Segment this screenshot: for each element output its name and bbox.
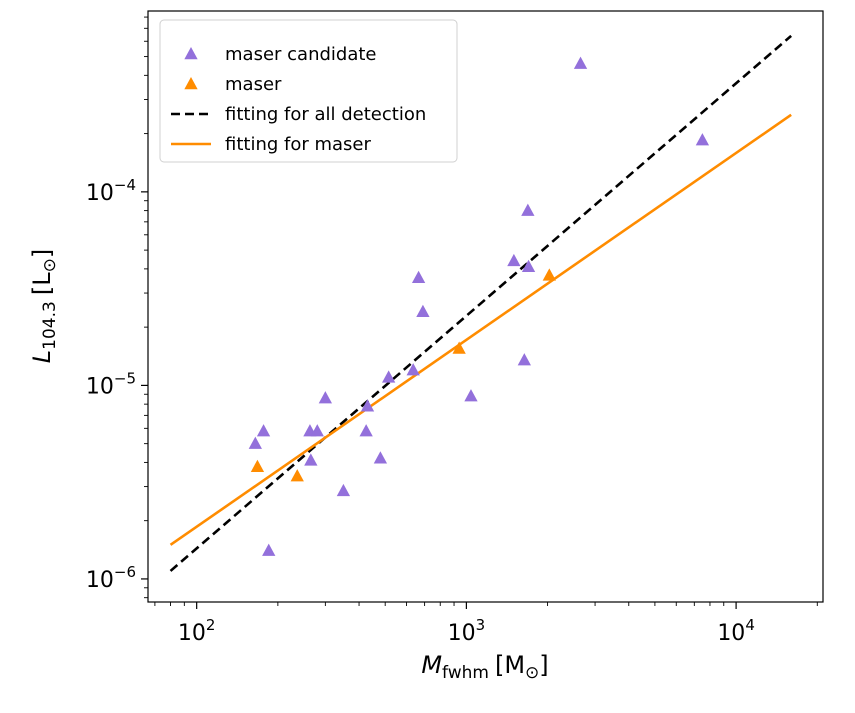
- point-maser-candidate: [406, 363, 420, 376]
- legend: maser candidate maser fitting for all dete…: [159, 19, 458, 163]
- legend-entry-maser: maser: [184, 74, 282, 95]
- x-axis-label: Mfwhm [M⊙]: [421, 651, 548, 683]
- x-tick-label: 102: [178, 616, 216, 646]
- legend-label: fitting for all detection: [225, 104, 426, 125]
- point-maser-candidate: [304, 453, 318, 466]
- point-maser-candidate: [336, 483, 351, 497]
- plot-frame: [147, 10, 824, 603]
- point-maser-candidate: [521, 203, 535, 216]
- y-tick-label: 10−5: [86, 369, 136, 399]
- point-maser: [452, 341, 466, 354]
- data-layer: [169, 34, 792, 572]
- point-maser-candidate: [507, 253, 521, 267]
- point-maser-candidate: [256, 424, 271, 437]
- point-maser-candidate: [373, 451, 388, 464]
- legend-marker-triangle: [184, 77, 198, 90]
- point-maser-candidate: [695, 133, 710, 146]
- point-maser-candidate: [573, 56, 588, 69]
- legend-label: maser: [225, 74, 282, 95]
- point-maser: [542, 268, 556, 281]
- point-maser-candidate: [416, 304, 430, 318]
- legend-entry-maser-candidate: maser candidate: [184, 44, 377, 65]
- legend-frame: [159, 19, 458, 163]
- point-maser-candidate: [464, 389, 478, 402]
- point-maser-candidate: [318, 391, 333, 404]
- point-maser-candidate: [310, 424, 324, 437]
- legend-label: fitting for maser: [225, 134, 371, 155]
- point-maser-candidate: [517, 353, 531, 366]
- y-axis-label: L104.3[L⊙]: [28, 249, 60, 363]
- point-maser-candidate: [382, 370, 396, 383]
- legend-marker-triangle: [184, 47, 198, 60]
- point-maser-candidate: [248, 436, 262, 449]
- point-maser-candidate: [521, 259, 536, 273]
- point-maser-candidate: [262, 543, 276, 556]
- point-maser-candidate: [411, 270, 426, 283]
- point-maser: [250, 459, 265, 472]
- ticks-layer: 102 103 104 10−6 10−5 10−4: [86, 16, 818, 646]
- fit-line-fit-all: [169, 34, 792, 572]
- point-maser-candidate: [360, 399, 375, 412]
- legend-entry-fit-all: fitting for all detection: [171, 104, 426, 125]
- x-tick-label: 103: [448, 616, 486, 646]
- axis-labels: Mfwhm [M⊙] L104.3[L⊙]: [28, 249, 549, 683]
- y-tick-label: 10−4: [86, 176, 136, 206]
- legend-label: maser candidate: [225, 44, 377, 65]
- point-maser-candidate: [359, 424, 373, 437]
- y-tick-label: 10−6: [86, 563, 136, 593]
- legend-entry-fit-maser: fitting for maser: [171, 134, 371, 155]
- x-tick-label: 104: [717, 616, 755, 646]
- point-maser: [290, 469, 304, 482]
- fit-line-fit-maser: [169, 113, 792, 546]
